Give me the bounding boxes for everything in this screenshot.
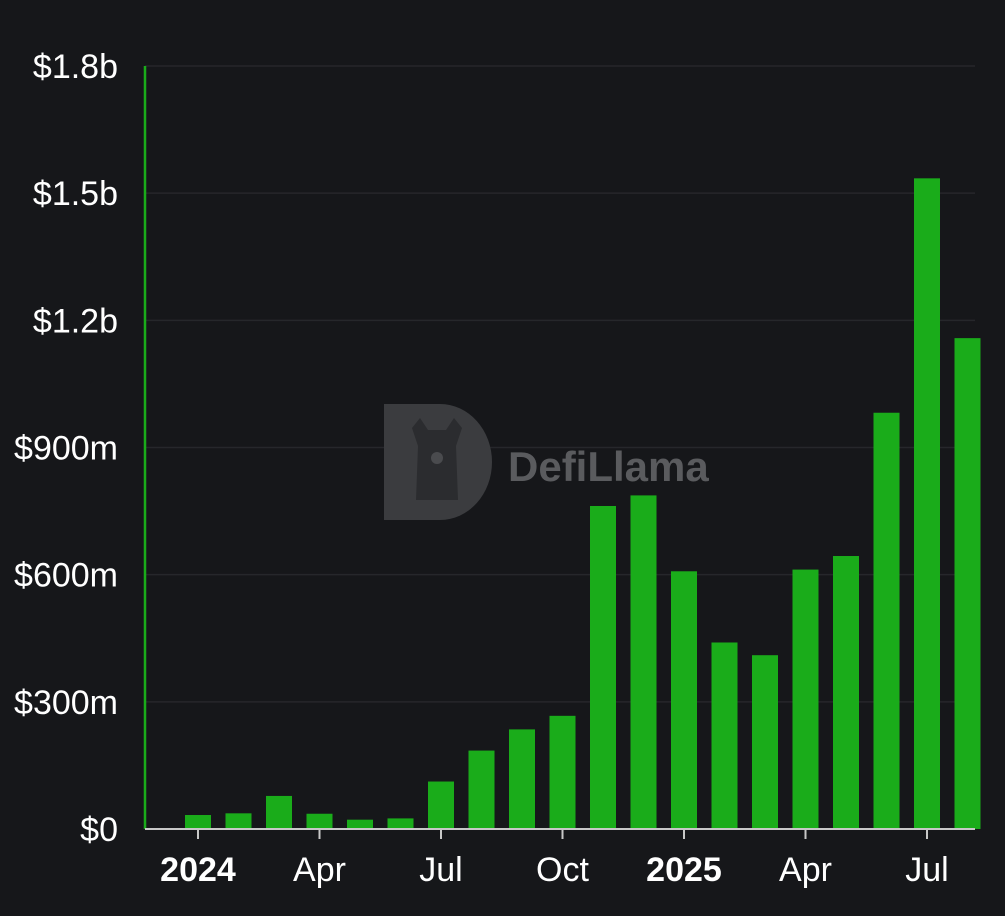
- x-tick-label: Apr: [779, 851, 832, 889]
- x-axis-ticks: 2024 Apr Jul Oct 2025 Apr Jul: [160, 829, 949, 889]
- bar[interactable]: [387, 818, 414, 829]
- bar[interactable]: [225, 813, 252, 829]
- bar[interactable]: [509, 729, 535, 829]
- bar[interactable]: [711, 642, 738, 829]
- y-tick-label: $1.5b: [33, 175, 118, 213]
- x-tick-label: Apr: [293, 851, 346, 889]
- y-tick-label: $300m: [14, 684, 118, 722]
- bar[interactable]: [833, 556, 859, 829]
- watermark-text: DefiLlama: [508, 443, 709, 490]
- bar[interactable]: [468, 750, 495, 829]
- bar[interactable]: [792, 569, 819, 829]
- bar[interactable]: [185, 815, 211, 829]
- y-axis-ticks: $0 $300m $600m $900m $1.2b $1.5b $1.8b: [14, 48, 118, 849]
- bar[interactable]: [873, 412, 900, 829]
- bar[interactable]: [752, 655, 778, 829]
- bar[interactable]: [549, 715, 576, 829]
- y-tick-label: $600m: [14, 557, 118, 595]
- x-tick-label: 2024: [160, 851, 236, 889]
- bar[interactable]: [306, 813, 333, 829]
- bar[interactable]: [347, 819, 373, 829]
- x-tick-label: Oct: [536, 851, 589, 889]
- bar[interactable]: [671, 571, 697, 829]
- y-tick-label: $900m: [14, 430, 118, 468]
- bar[interactable]: [630, 495, 657, 829]
- x-tick-label: Jul: [419, 851, 462, 889]
- bar[interactable]: [590, 505, 616, 829]
- bar[interactable]: [428, 781, 454, 829]
- bar[interactable]: [266, 795, 292, 829]
- bar[interactable]: [954, 338, 981, 829]
- bar[interactable]: [914, 178, 940, 829]
- y-tick-label: $0: [80, 811, 118, 849]
- bars: [185, 178, 981, 829]
- y-tick-label: $1.2b: [33, 302, 118, 340]
- watermark: DefiLlama: [384, 404, 709, 520]
- x-tick-label: Jul: [905, 851, 948, 889]
- y-tick-label: $1.8b: [33, 48, 118, 86]
- x-tick-label: 2025: [646, 851, 722, 889]
